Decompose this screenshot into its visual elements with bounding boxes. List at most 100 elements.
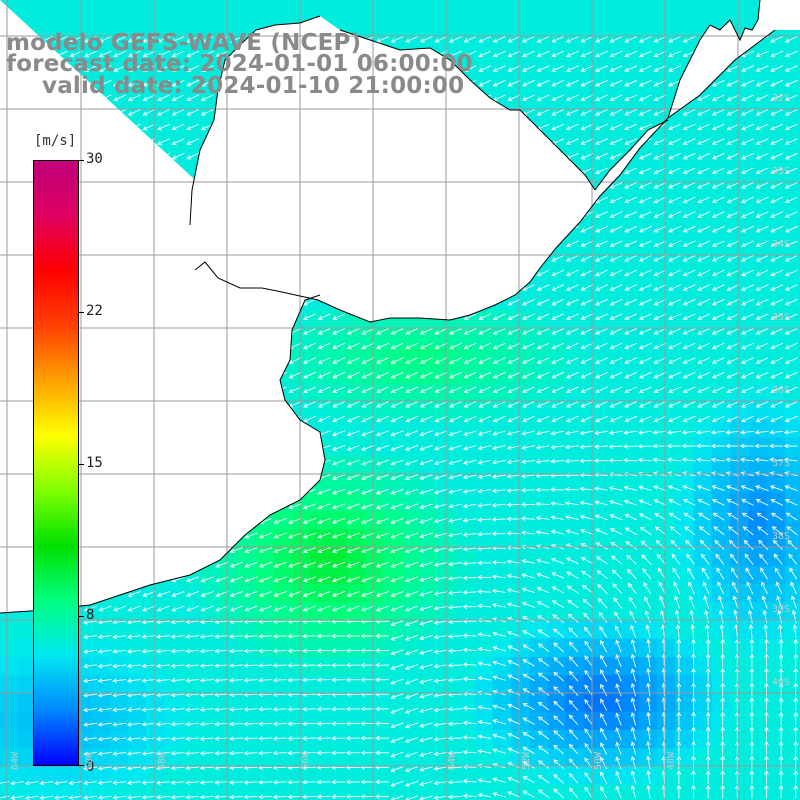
wind-speed-cell	[620, 547, 640, 567]
wind-speed-cell	[529, 456, 549, 476]
colorbar-unit: [m/s]	[34, 133, 77, 149]
wind-speed-cell	[675, 638, 695, 658]
wind-speed-cell	[565, 328, 585, 348]
wind-speed-cell	[18, 0, 38, 19]
wind-speed-cell	[584, 346, 603, 366]
wind-speed-cell	[200, 748, 220, 768]
wind-speed-cell	[748, 328, 768, 348]
wind-speed-cell	[748, 219, 768, 238]
wind-arrows	[0, 36, 798, 800]
wind-speed-cell	[766, 474, 786, 494]
wind-speed-cell	[383, 0, 403, 19]
wind-speed-cell	[547, 383, 567, 403]
wind-speed-cell	[419, 456, 439, 476]
wind-speed-cell	[766, 200, 786, 220]
wind-speed-cell	[474, 73, 494, 92]
wind-speed-cell	[273, 511, 293, 530]
wind-speed-cell	[419, 565, 439, 585]
wind-speed-cell	[456, 0, 476, 19]
wind-speed-cell	[766, 365, 786, 384]
wind-speed-cell	[784, 748, 800, 768]
wind-speed-cell	[565, 547, 585, 567]
wind-speed-cell	[620, 292, 640, 311]
wind-speed-cell	[620, 511, 640, 530]
wind-speed-cell	[565, 730, 585, 749]
wind-speed-cell	[365, 456, 384, 476]
wind-speed-cell	[638, 219, 658, 238]
wind-speed-cell	[419, 18, 439, 38]
wind-speed-cell	[711, 365, 731, 384]
wind-speed-cell	[638, 456, 658, 476]
wind-speed-cell	[237, 711, 257, 731]
wind-speed-cell	[91, 602, 111, 622]
wind-speed-cell	[365, 0, 384, 19]
wind-speed-cell	[511, 675, 530, 695]
lat-label: 40S	[772, 677, 791, 688]
wind-speed-cell	[182, 748, 202, 768]
wind-arrow	[230, 36, 243, 43]
wind-speed-cell	[365, 529, 384, 549]
wind-speed-cell	[292, 602, 311, 622]
wind-speed-cell	[419, 547, 439, 567]
wind-speed-cell	[438, 638, 457, 658]
wind-speed-cell	[748, 748, 768, 768]
wind-speed-cell	[584, 511, 603, 530]
wind-speed-cell	[511, 383, 530, 403]
wind-speed-cell	[438, 474, 457, 494]
wind-speed-cell	[693, 346, 713, 366]
wind-speed-cell	[401, 565, 421, 585]
wind-speed-cell	[711, 109, 731, 129]
wind-speed-cell	[565, 620, 585, 640]
wind-speed-cell	[565, 438, 585, 457]
wind-speed-cell	[346, 383, 366, 403]
lon-label: 52W	[521, 751, 532, 770]
wind-speed-cell	[730, 365, 749, 384]
wind-speed-cell	[365, 492, 384, 512]
wind-speed-cell	[438, 383, 457, 403]
wind-speed-cell	[711, 456, 731, 476]
wind-speed-cell	[492, 474, 512, 494]
wind-speed-cell	[730, 346, 749, 366]
wind-speed-cell	[766, 602, 786, 622]
wind-speed-cell	[383, 675, 403, 695]
wind-speed-cell	[547, 456, 567, 476]
lon-label: 64W	[10, 751, 21, 770]
wind-speed-cell	[474, 584, 494, 603]
wind-speed-cell	[638, 292, 658, 311]
wind-speed-cell	[219, 730, 238, 749]
wind-speed-cell	[419, 0, 439, 19]
wind-speed-cell	[456, 565, 476, 585]
wind-speed-cell	[73, 54, 92, 74]
wind-speed-cell	[730, 73, 749, 92]
wind-speed-cell	[237, 602, 257, 622]
wind-speed-cell	[346, 456, 366, 476]
wind-speed-cell	[456, 456, 476, 476]
lon-label: 54W	[447, 751, 458, 770]
wind-speed-cell	[748, 730, 768, 749]
wind-speed-cell	[529, 365, 549, 384]
wind-speed-cell	[638, 237, 658, 257]
wind-speed-cell	[693, 146, 713, 165]
wind-speed-cell	[419, 529, 439, 549]
wind-speed-cell	[401, 456, 421, 476]
wind-speed-cell	[73, 0, 92, 19]
wind-speed-cell	[456, 401, 476, 421]
wind-speed-cell	[675, 219, 695, 238]
wind-speed-cell	[602, 474, 622, 494]
wind-speed-cell	[401, 784, 421, 800]
wind-speed-cell	[602, 602, 622, 622]
wind-arrow	[186, 36, 200, 43]
wind-speed-cell	[620, 438, 640, 457]
wind-speed-cell	[182, 602, 202, 622]
wind-speed-cell	[310, 711, 330, 731]
wind-speed-cell	[693, 456, 713, 476]
wind-speed-cell	[419, 766, 439, 786]
wind-speed-cell	[565, 0, 585, 19]
wind-speed-cell	[511, 18, 530, 38]
wind-speed-cell	[328, 0, 348, 19]
wind-speed-cell	[602, 511, 622, 530]
wind-speed-cell	[474, 657, 494, 676]
wind-speed-cell	[565, 766, 585, 786]
wind-speed-cell	[109, 73, 129, 92]
wind-speed-cell	[693, 529, 713, 549]
